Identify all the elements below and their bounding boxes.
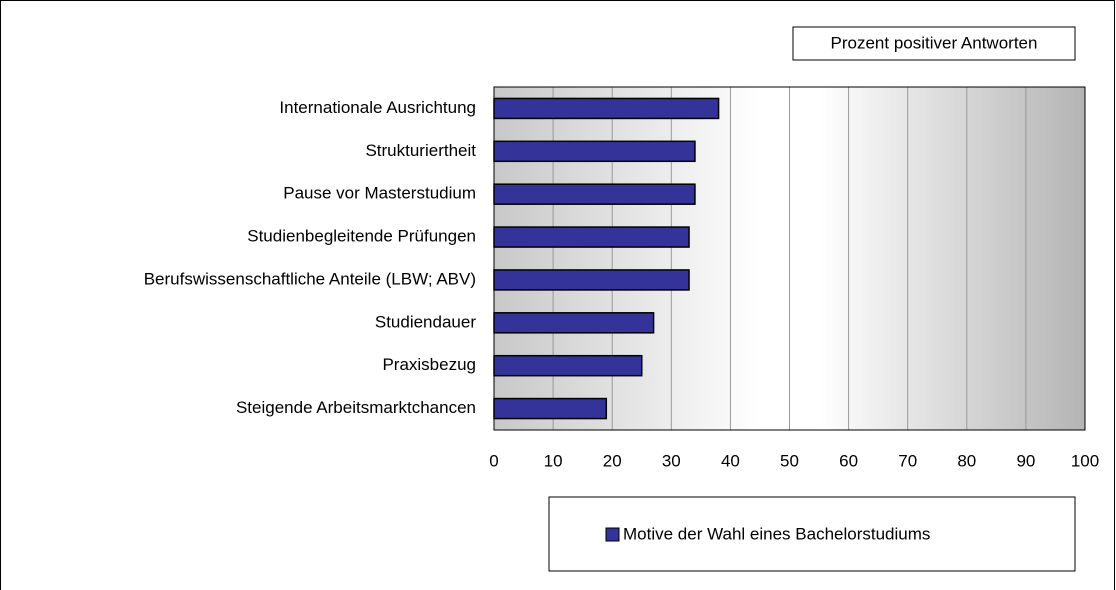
x-tick-label: 30 <box>662 451 681 470</box>
x-tick-label: 10 <box>544 451 563 470</box>
x-tick-label: 80 <box>957 451 976 470</box>
y-tick-label: Strukturiertheit <box>365 141 476 160</box>
annotation-box <box>792 26 1076 61</box>
bar <box>493 226 690 248</box>
y-tick-label: Internationale Ausrichtung <box>279 98 476 117</box>
bar <box>493 97 720 120</box>
x-tick-label: 100 <box>1071 451 1099 470</box>
plot-border <box>493 86 1086 431</box>
y-tick-label: Studienbegleitende Prüfungen <box>247 227 476 246</box>
bar <box>493 183 696 205</box>
bar <box>493 140 696 163</box>
y-tick-label: Pause vor Masterstudium <box>283 184 476 203</box>
x-tick-label: 90 <box>1016 451 1035 470</box>
legend-box <box>548 496 1076 572</box>
bar <box>493 312 655 334</box>
legend-label: Motive der Wahl eines Bachelorstudiums <box>623 524 930 543</box>
x-tick-label: 40 <box>721 451 740 470</box>
bar <box>493 354 643 377</box>
bar <box>493 397 608 420</box>
x-tick-label: 0 <box>489 451 498 470</box>
bar <box>493 269 690 291</box>
legend-swatch <box>605 527 620 542</box>
y-tick-label: Steigende Arbeitsmarktchancen <box>236 398 476 417</box>
annotation: Prozent positiver Antworten <box>831 33 1038 52</box>
x-tick-label: 20 <box>603 451 622 470</box>
x-tick-label: 50 <box>780 451 799 470</box>
y-tick-label: Studiendauer <box>375 312 476 331</box>
x-tick-label: 70 <box>898 451 917 470</box>
x-tick-label: 60 <box>839 451 858 470</box>
y-tick-label: Berufswissenschaftliche Anteile (LBW; AB… <box>144 269 476 288</box>
y-tick-label: Praxisbezug <box>382 355 476 374</box>
